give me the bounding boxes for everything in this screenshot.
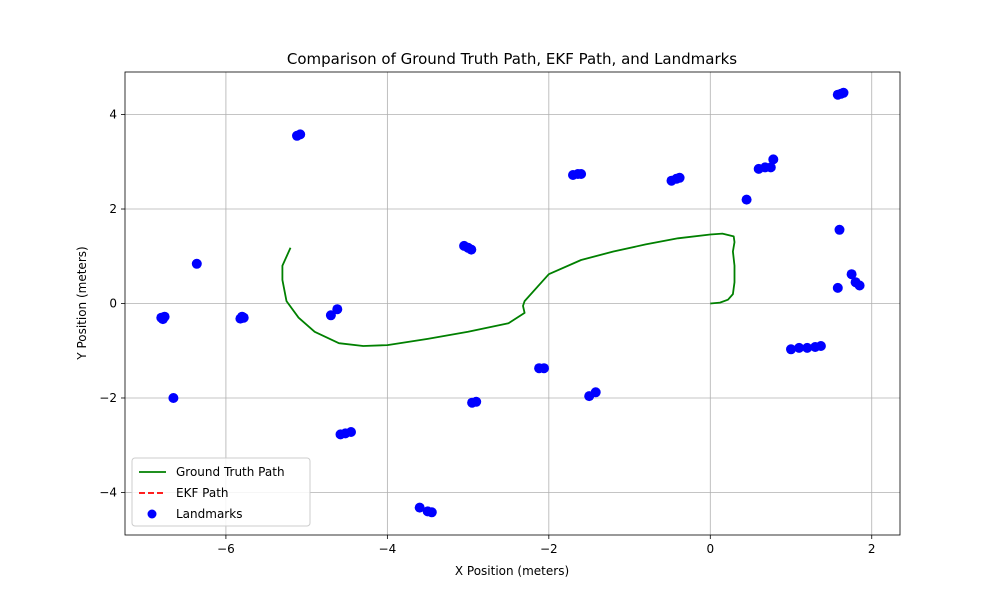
- chart-title: Comparison of Ground Truth Path, EKF Pat…: [287, 50, 737, 68]
- landmark-point: [168, 393, 179, 403]
- landmark-point: [765, 162, 776, 173]
- legend-landmarks-label: Landmarks: [176, 507, 242, 521]
- legend-landmarks-swatch: [147, 509, 157, 519]
- landmark-point: [802, 342, 813, 353]
- y-axis-label: Y Position (meters): [75, 246, 89, 360]
- legend: Ground Truth Path EKF Path Landmarks: [131, 457, 311, 527]
- landmark-point: [426, 507, 437, 518]
- axis-ticks: −6 −4 −2 0 2 −4 −2 0 2 4: [99, 108, 875, 556]
- y-tick-label: −2: [99, 391, 117, 405]
- x-tick-label: 2: [868, 542, 876, 556]
- y-tick-label: 4: [109, 108, 117, 122]
- landmark-point: [838, 87, 849, 98]
- x-tick-label: 0: [706, 542, 714, 556]
- x-tick-label: −6: [217, 542, 235, 556]
- x-tick-label: −2: [540, 542, 558, 556]
- landmark-point: [768, 154, 779, 165]
- landmark-point: [414, 502, 425, 513]
- y-tick-label: 0: [109, 297, 117, 311]
- landmark-point: [834, 224, 845, 235]
- plot-area: [156, 87, 865, 518]
- x-axis-label: X Position (meters): [455, 564, 569, 578]
- landmark-point: [295, 129, 306, 140]
- landmark-point: [238, 312, 249, 323]
- landmark-point: [815, 341, 826, 351]
- landmark-point: [741, 194, 752, 205]
- landmark-point: [325, 310, 336, 321]
- legend-ekf-label: EKF Path: [176, 486, 229, 500]
- landmark-point: [332, 304, 343, 315]
- landmark-point: [346, 427, 356, 437]
- landmark-point: [786, 344, 796, 355]
- legend-box: [131, 457, 311, 527]
- landmark-point: [794, 342, 805, 353]
- landmark-point: [466, 244, 477, 255]
- landmark-point: [539, 363, 549, 374]
- landmark-point: [159, 311, 170, 322]
- landmark-point: [832, 282, 843, 293]
- y-tick-label: 2: [109, 202, 117, 216]
- landmark-point: [576, 169, 587, 179]
- legend-ground-truth-label: Ground Truth Path: [176, 465, 285, 479]
- landmark-point: [191, 258, 202, 269]
- landmark-point: [471, 396, 482, 407]
- landmark-point: [854, 280, 865, 291]
- x-tick-label: −4: [379, 542, 397, 556]
- series-line-ground-truth-path: [281, 232, 736, 347]
- y-tick-label: −4: [99, 485, 117, 499]
- landmark-point: [590, 387, 601, 398]
- landmark-point: [846, 269, 857, 280]
- landmark-point: [674, 172, 685, 183]
